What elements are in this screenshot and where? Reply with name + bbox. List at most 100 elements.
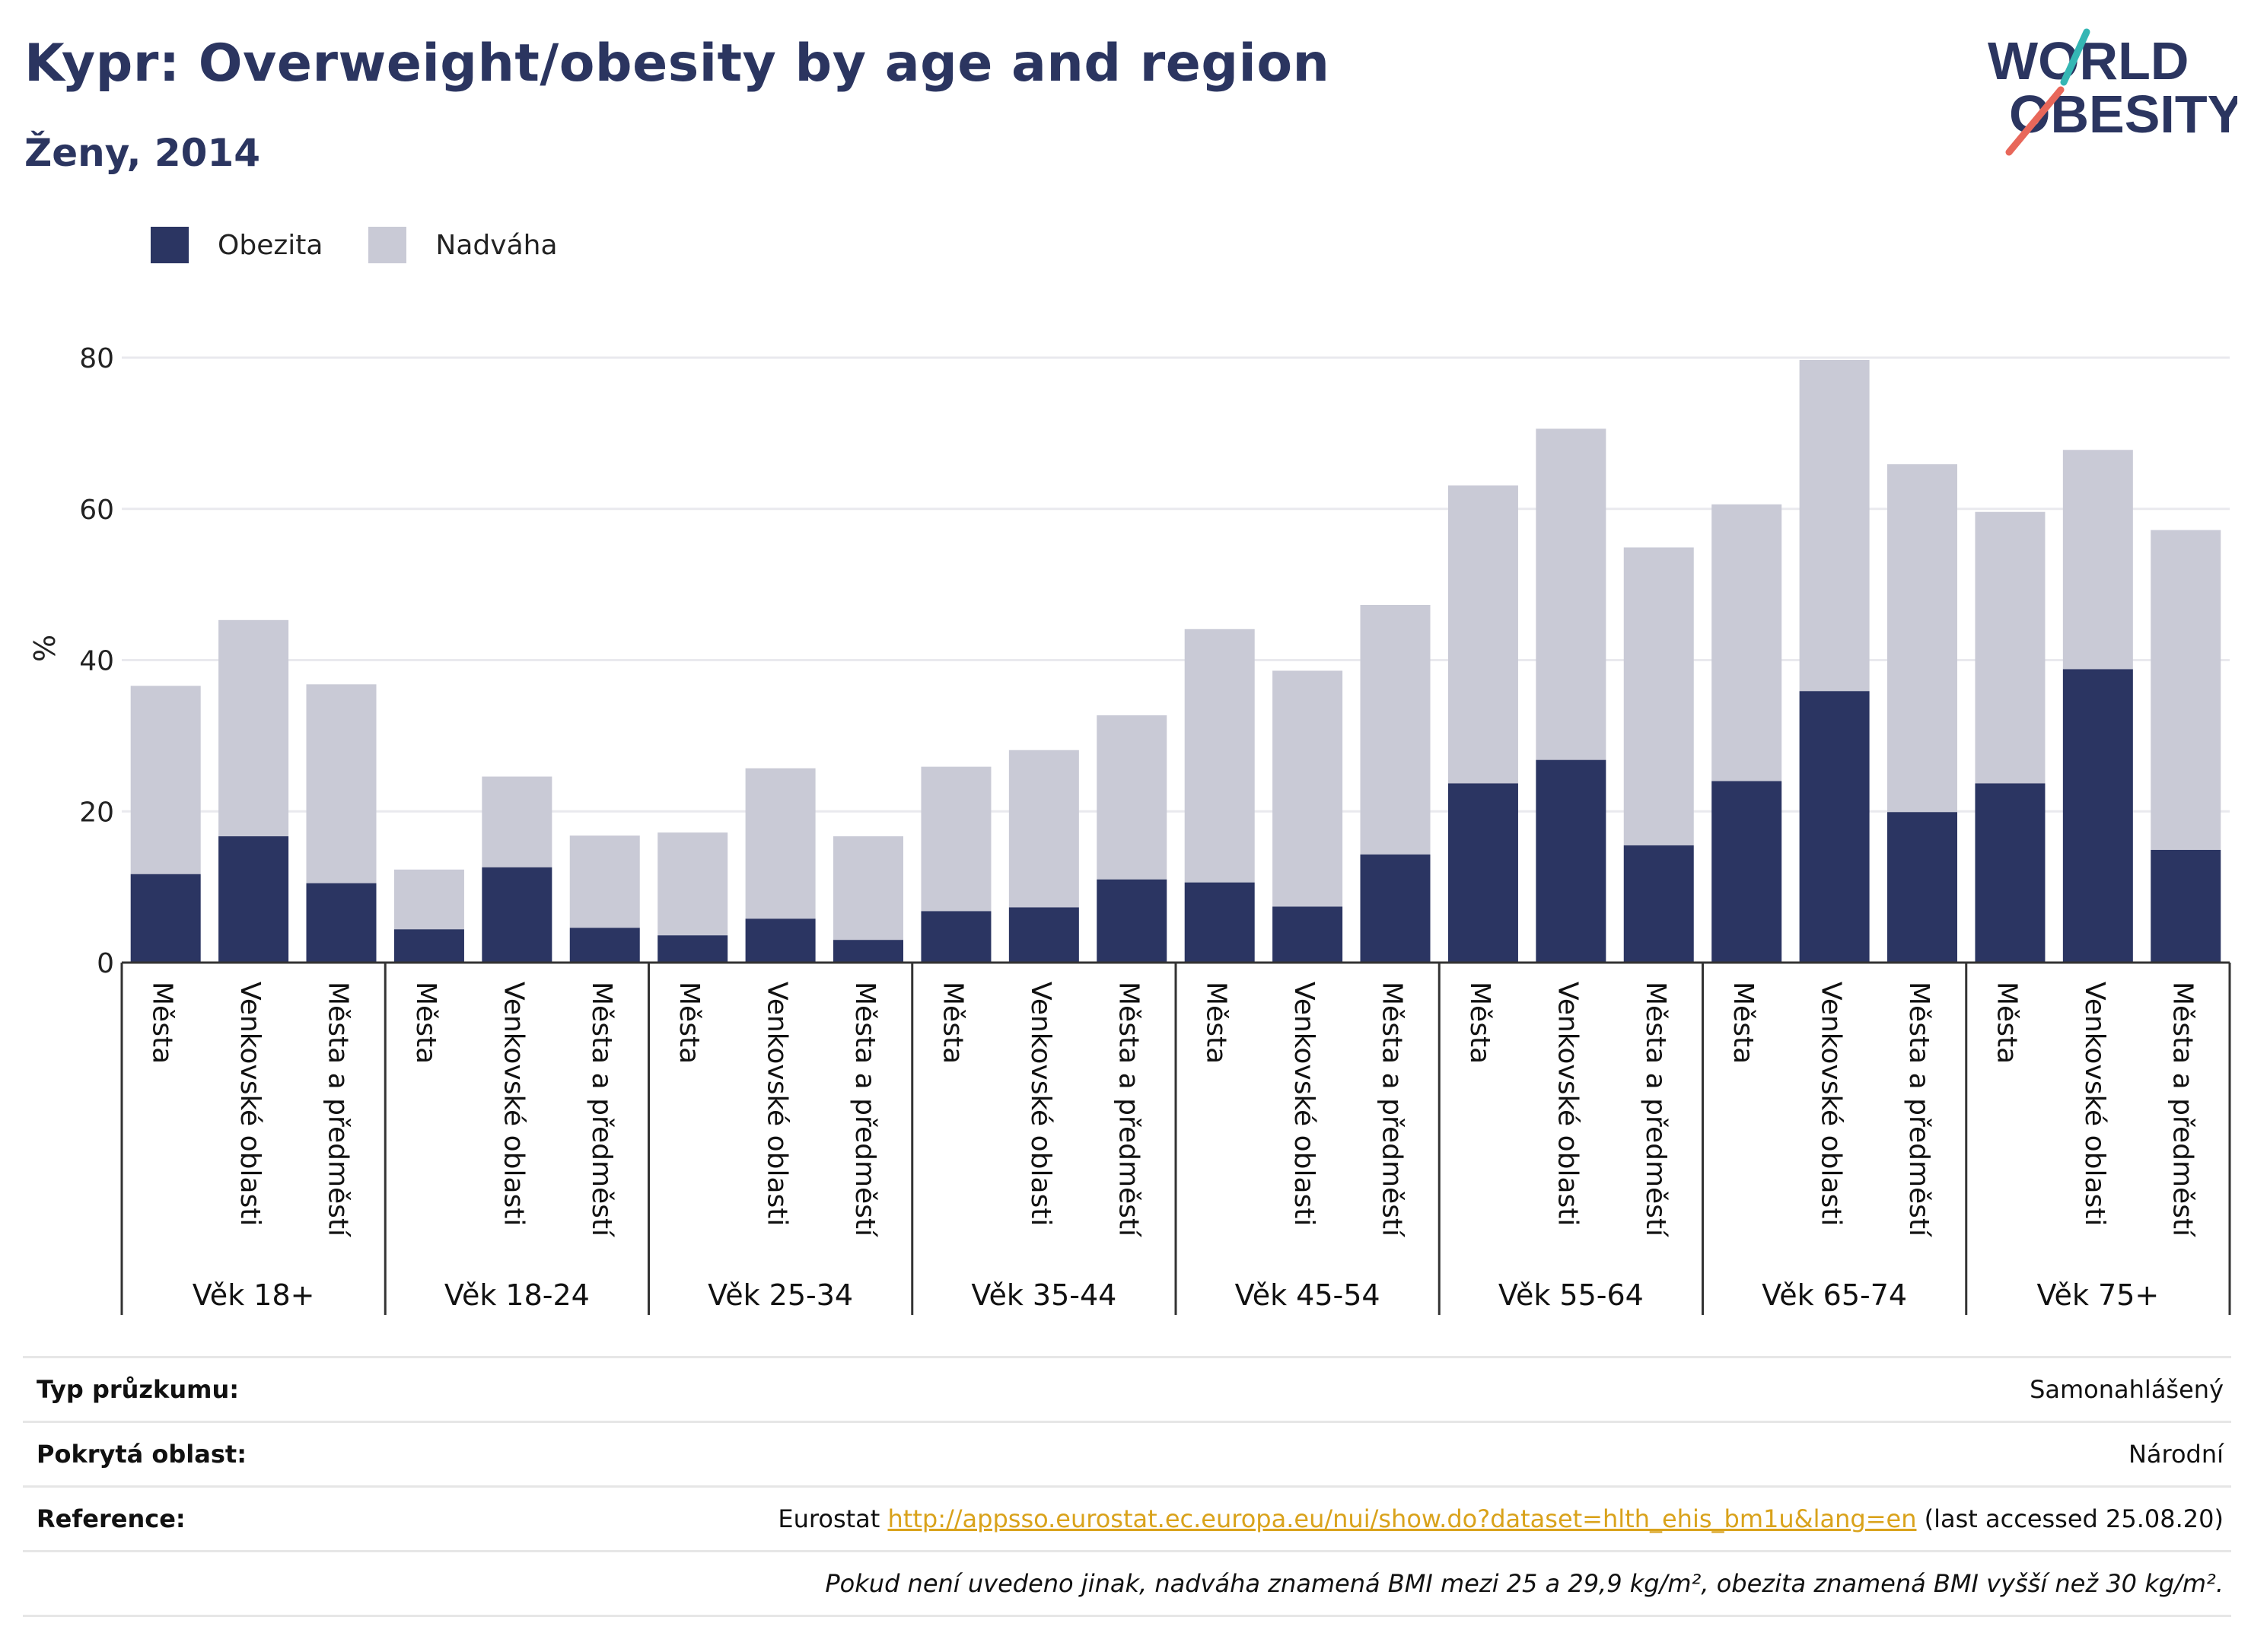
bar-obesity-2-0 (657, 935, 728, 963)
bar-overweight-6-2 (1887, 464, 1957, 813)
group-label-1: Věk 18-24 (444, 1278, 590, 1312)
bar-overweight-3-2 (1097, 715, 1167, 880)
bar-obesity-6-0 (1711, 781, 1782, 963)
logo-slash-red (2005, 86, 2065, 156)
legend-item-obesity[interactable]: Obezita (151, 227, 323, 263)
x-tick-label-2-2: Města a předměstí (849, 982, 880, 1237)
x-tick-label-2-0: Města (673, 982, 705, 1064)
bar-obesity-3-1 (1008, 907, 1079, 963)
bar-overweight-5-0 (1447, 485, 1518, 784)
bar-overweight-4-1 (1272, 670, 1343, 907)
info-row-survey-type: Typ průzkumu: Samonahlášený (23, 1356, 2231, 1421)
bar-obesity-5-0 (1447, 783, 1518, 963)
bar-overweight-2-0 (657, 832, 728, 936)
bar-obesity-5-2 (1623, 845, 1694, 963)
bar-obesity-1-0 (393, 929, 464, 963)
bar-obesity-3-2 (1097, 879, 1167, 963)
bar-obesity-0-1 (218, 836, 289, 963)
bar-obesity-5-1 (1536, 759, 1606, 963)
x-tick-label-3-0: Města (937, 982, 968, 1064)
coverage-label: Pokrytá oblast: (37, 1440, 247, 1469)
stacked-bar-chart: 0 20 40 60 80% Města Venkovské oblasti Města a … (28, 343, 2231, 1315)
y-tick-label-40: 40 (79, 646, 114, 677)
bar-overweight-1-0 (393, 869, 464, 930)
legend-item-overweight[interactable]: Nadváha (368, 227, 558, 263)
survey-type-value: Samonahlášený (2030, 1375, 2224, 1404)
bar-overweight-0-0 (130, 686, 201, 874)
bar-obesity-2-1 (745, 918, 816, 963)
legend-label-overweight: Nadváha (435, 229, 558, 261)
y-axis-label: % (28, 635, 62, 662)
bar-obesity-7-0 (1975, 783, 2046, 963)
reference-source: Eurostat (778, 1504, 880, 1533)
bar-overweight-3-1 (1008, 750, 1079, 908)
bar-overweight-7-0 (1975, 511, 2046, 784)
legend-label-obesity: Obezita (218, 229, 323, 261)
x-tick-label-3-1: Venkovské oblasti (1025, 982, 1056, 1226)
bar-obesity-4-2 (1360, 854, 1431, 963)
bar-overweight-5-1 (1536, 428, 1606, 760)
bar-overweight-6-0 (1711, 504, 1782, 781)
world-obesity-logo: WORLD OBESITY (1988, 28, 2237, 156)
group-label-5: Věk 55-64 (1498, 1278, 1644, 1312)
bar-overweight-0-2 (306, 684, 377, 883)
bar-overweight-2-1 (745, 768, 816, 919)
info-table: Typ průzkumu: Samonahlášený Pokrytá obla… (23, 1356, 2231, 1617)
bar-obesity-2-2 (833, 940, 903, 963)
bar-overweight-6-1 (1799, 359, 1870, 692)
bar-obesity-0-0 (130, 874, 201, 963)
logo-slash-teal (2060, 28, 2090, 86)
y-tick-label-20: 20 (79, 797, 114, 828)
bar-overweight-0-1 (218, 619, 289, 837)
bar-obesity-4-0 (1184, 882, 1255, 963)
bar-overweight-1-1 (482, 776, 552, 867)
x-tick-label-4-1: Venkovské oblasti (1288, 982, 1320, 1226)
x-tick-label-1-0: Města (410, 982, 441, 1064)
x-tick-label-7-1: Venkovské oblasti (2079, 982, 2110, 1226)
group-label-2: Věk 25-34 (708, 1278, 853, 1312)
reference-link[interactable]: http://appsso.eurostat.ec.europa.eu/nui/… (887, 1504, 1917, 1533)
bar-obesity-6-2 (1887, 812, 1957, 963)
group-label-0: Věk 18+ (193, 1278, 315, 1312)
x-tick-label-0-1: Venkovské oblasti (234, 982, 266, 1226)
x-tick-label-3-2: Města a předměstí (1113, 982, 1144, 1237)
reference-value: Eurostat http://appsso.eurostat.ec.europ… (778, 1504, 2231, 1533)
chart-subtitle: Ženy, 2014 (24, 131, 261, 175)
legend-swatch-overweight (368, 227, 407, 263)
x-tick-label-5-0: Města (1464, 982, 1495, 1064)
bar-overweight-7-1 (2062, 450, 2133, 670)
x-tick-label-5-1: Venkovské oblasti (1552, 982, 1583, 1226)
x-tick-label-6-1: Venkovské oblasti (1816, 982, 1847, 1226)
x-tick-label-1-1: Venkovské oblasti (498, 982, 529, 1226)
coverage-value: Národní (2128, 1440, 2224, 1469)
reference-label: Reference: (37, 1504, 186, 1533)
x-tick-label-1-2: Města a předměstí (586, 982, 617, 1237)
x-tick-label-2-1: Venkovské oblasti (762, 982, 793, 1226)
x-tick-label-0-0: Města (147, 982, 178, 1064)
bar-overweight-2-2 (833, 836, 903, 941)
chart-title: Kypr: Overweight/obesity by age and regi… (24, 33, 1330, 94)
x-tick-label-4-0: Města (1201, 982, 1232, 1064)
y-tick-label-60: 60 (79, 495, 114, 526)
group-label-6: Věk 65-74 (1762, 1278, 1907, 1312)
bar-overweight-4-2 (1360, 604, 1431, 855)
bar-obesity-7-1 (2062, 669, 2133, 963)
chart-legend: Obezita Nadváha (151, 222, 603, 268)
legend-swatch-obesity (151, 227, 189, 263)
reference-accessed: (last accessed 25.08.20) (1924, 1504, 2224, 1533)
bar-obesity-4-1 (1272, 906, 1343, 963)
bar-overweight-4-0 (1184, 629, 1255, 883)
bar-obesity-1-2 (569, 928, 640, 963)
x-tick-label-6-2: Města a předměstí (1903, 982, 1934, 1237)
x-tick-label-7-2: Města a předměstí (2167, 982, 2198, 1237)
y-tick-label-80: 80 (79, 343, 114, 374)
bar-obesity-7-2 (2151, 849, 2221, 963)
x-tick-label-5-2: Města a předměstí (1640, 982, 1671, 1237)
info-row-reference: Reference: Eurostat http://appsso.eurost… (23, 1485, 2231, 1550)
y-tick-label-0: 0 (97, 948, 114, 979)
bar-obesity-1-1 (482, 867, 552, 963)
group-label-3: Věk 35-44 (971, 1278, 1116, 1312)
logo-line-world: WORLD (1988, 31, 2189, 91)
group-label-7: Věk 75+ (2037, 1278, 2160, 1312)
survey-type-label: Typ průzkumu: (37, 1375, 240, 1404)
